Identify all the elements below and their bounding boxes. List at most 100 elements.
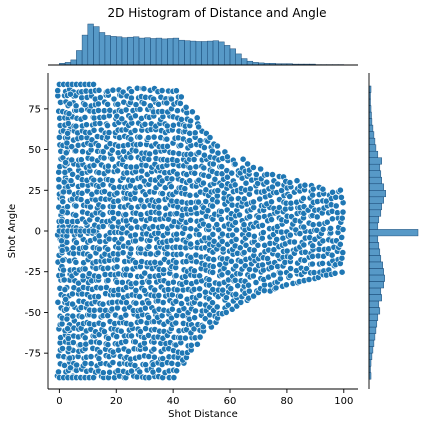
scatter-point (309, 185, 317, 193)
scatter-point (196, 285, 203, 293)
scatter-point (64, 325, 71, 333)
scatter-point (146, 102, 154, 110)
scatter-point (60, 266, 67, 274)
scatter-point (123, 169, 131, 177)
scatter-point (140, 85, 148, 93)
marginal-y-bar (368, 294, 382, 302)
scatter-point (186, 164, 194, 172)
scatter-point (331, 269, 339, 277)
scatter-point (159, 299, 167, 306)
scatter-point (172, 272, 180, 279)
scatter-point (61, 361, 68, 369)
scatter-point (126, 271, 134, 279)
scatter-point (176, 100, 184, 107)
scatter-point (154, 249, 162, 257)
scatter-point (59, 256, 67, 264)
marginal-x-bar (161, 38, 168, 66)
scatter-point (338, 214, 346, 222)
scatter-point (193, 114, 201, 122)
marginal-y-bar (368, 137, 376, 145)
scatter-point (214, 149, 222, 157)
scatter-point (96, 348, 104, 356)
scatter-point (328, 215, 336, 223)
marginal-y-bar (368, 268, 384, 276)
scatter-point (99, 181, 107, 189)
scatter-point (214, 187, 222, 194)
y-tick-label: 25 (28, 186, 41, 197)
scatter-point (209, 286, 217, 293)
marginal-x-bar (224, 45, 231, 66)
scatter-point (186, 232, 193, 240)
scatter-point (209, 160, 217, 168)
scatter-point (104, 245, 112, 253)
chart-title: 2D Histogram of Distance and Angle (108, 6, 327, 20)
scatter-point (209, 299, 216, 307)
scatter-point (55, 168, 63, 176)
scatter-point (177, 250, 185, 258)
scatter-point (87, 353, 95, 360)
scatter-point (131, 362, 139, 369)
scatter-point (54, 87, 62, 94)
scatter-point (87, 203, 94, 211)
marginal-x-bar (212, 40, 219, 66)
scatter-point (276, 269, 284, 277)
scatter-point (59, 198, 67, 206)
scatter-point (90, 114, 98, 122)
scatter-point (201, 288, 209, 296)
scatter-point (227, 257, 235, 265)
scatter-point (159, 355, 167, 362)
scatter-point (81, 114, 89, 121)
scatter-point (260, 287, 268, 294)
scatter-point (150, 95, 157, 103)
scatter-point (200, 164, 208, 172)
scatter-point (106, 368, 113, 376)
scatter-point (218, 230, 226, 238)
scatter-point (323, 218, 331, 226)
scatter-point (336, 240, 344, 248)
scatter-point (187, 341, 195, 349)
x-tick-label: 0 (56, 396, 62, 407)
scatter-point (150, 133, 158, 141)
scatter-point (228, 305, 236, 313)
scatter-point (269, 171, 276, 178)
scatter-point (142, 361, 149, 369)
scatter-point (127, 135, 135, 143)
scatter-point (191, 314, 198, 322)
scatter-point (95, 355, 103, 362)
marginal-x-bar (207, 40, 214, 66)
scatter-point (69, 170, 76, 178)
scatter-point (181, 334, 189, 342)
scatter-point (55, 183, 63, 191)
scatter-point (168, 359, 176, 367)
scatter-point (72, 211, 80, 219)
scatter-point (187, 225, 195, 233)
scatter-point (81, 101, 89, 109)
marginal-y-bar (368, 248, 381, 256)
scatter-point (193, 340, 201, 348)
marginal-x-bar (104, 35, 111, 66)
scatter-point (67, 177, 75, 185)
scatter-point (236, 244, 244, 252)
marginal-x-bar (138, 37, 145, 66)
marginal-x-bar (184, 40, 191, 66)
scatter-point (195, 292, 203, 299)
scatter-point (250, 204, 258, 211)
y-tick-label: -25 (25, 267, 41, 278)
scatter-point (232, 290, 240, 298)
scatter-point (141, 120, 149, 128)
scatter-point (223, 173, 231, 181)
scatter-point (63, 139, 71, 147)
marginal-y-bar (368, 203, 382, 211)
marginal-y-bar (368, 235, 379, 243)
y-tick-label: 75 (28, 104, 41, 115)
scatter-point (209, 230, 217, 238)
scatter-point (62, 149, 70, 157)
scatter-point (77, 156, 85, 164)
marginal-x-bar (167, 38, 174, 66)
scatter-point (99, 148, 107, 155)
scatter-point (67, 90, 74, 98)
x-tick-label: 40 (167, 396, 180, 407)
scatter-point (206, 134, 214, 141)
scatter-point (113, 333, 121, 340)
marginal-y-bar (368, 216, 380, 224)
